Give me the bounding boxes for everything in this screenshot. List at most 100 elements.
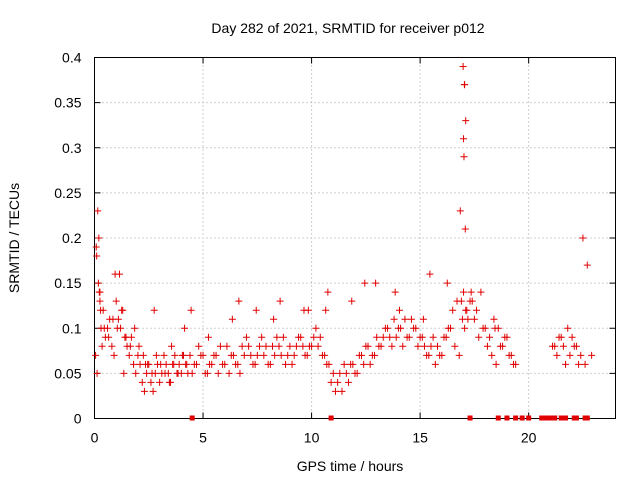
data-point-marker bbox=[249, 360, 257, 368]
data-point-marker bbox=[553, 351, 561, 359]
data-point-marker bbox=[392, 333, 400, 341]
y-tick-label: 0.1 bbox=[62, 320, 82, 336]
x-tick-label: 15 bbox=[412, 430, 428, 446]
data-point-marker bbox=[171, 351, 179, 359]
zero-point-marker bbox=[467, 415, 473, 421]
x-tick-label: 10 bbox=[304, 430, 320, 446]
data-point-marker bbox=[466, 297, 474, 305]
data-point-marker bbox=[486, 333, 494, 341]
data-point-marker bbox=[492, 360, 500, 368]
data-point-marker bbox=[277, 351, 285, 359]
data-point-marker bbox=[147, 378, 155, 386]
data-point-marker bbox=[187, 306, 195, 314]
data-point-marker bbox=[323, 360, 331, 368]
data-point-marker bbox=[93, 369, 101, 377]
data-point-marker bbox=[109, 315, 117, 323]
data-point-marker bbox=[509, 360, 517, 368]
data-point-marker bbox=[252, 306, 260, 314]
data-point-marker bbox=[279, 333, 287, 341]
data-point-marker bbox=[275, 342, 283, 350]
data-point-marker bbox=[549, 342, 557, 350]
data-point-marker bbox=[327, 378, 335, 386]
data-point-marker bbox=[488, 351, 496, 359]
data-point-marker bbox=[245, 342, 253, 350]
data-point-marker bbox=[324, 288, 332, 296]
data-point-marker bbox=[204, 333, 212, 341]
data-point-marker bbox=[142, 360, 150, 368]
data-point-marker bbox=[453, 297, 461, 305]
data-point-marker bbox=[305, 342, 313, 350]
data-point-marker bbox=[178, 351, 186, 359]
x-tick-label: 20 bbox=[521, 430, 537, 446]
zero-point-marker bbox=[328, 415, 334, 421]
data-point-marker bbox=[470, 315, 478, 323]
y-tick-label: 0.4 bbox=[62, 50, 82, 66]
data-point-marker bbox=[419, 315, 427, 323]
zero-point-marker bbox=[563, 415, 569, 421]
x-tick-label: 0 bbox=[91, 430, 99, 446]
chart-title: Day 282 of 2021, SRMTID for receiver p01… bbox=[211, 20, 484, 36]
data-point-marker bbox=[219, 360, 227, 368]
data-point-marker bbox=[290, 351, 298, 359]
data-point-marker bbox=[138, 378, 146, 386]
data-point-marker bbox=[269, 342, 277, 350]
data-point-marker bbox=[284, 351, 292, 359]
zero-point-marker bbox=[539, 415, 545, 421]
data-point-marker bbox=[170, 360, 178, 368]
data-point-marker bbox=[271, 351, 279, 359]
data-point-marker bbox=[384, 324, 392, 332]
data-point-marker bbox=[288, 360, 296, 368]
data-point-marker bbox=[577, 351, 585, 359]
data-point-marker bbox=[152, 351, 160, 359]
axis-ticks: 0 0.05 0.1 0.15 0.2 0.25 0.3 0.35 0.4 0 5 10 15 20 bbox=[54, 50, 616, 446]
data-point-marker bbox=[575, 360, 583, 368]
data-point-marker bbox=[443, 279, 451, 287]
data-point-marker bbox=[344, 378, 352, 386]
data-point-marker bbox=[505, 351, 513, 359]
data-point-marker bbox=[397, 324, 405, 332]
data-point-marker bbox=[286, 342, 294, 350]
data-point-marker bbox=[401, 315, 409, 323]
data-point-marker bbox=[348, 297, 356, 305]
data-point-marker bbox=[562, 360, 570, 368]
y-tick-label: 0.2 bbox=[62, 230, 82, 246]
data-point-marker bbox=[232, 360, 240, 368]
data-point-marker bbox=[467, 288, 475, 296]
data-point-marker bbox=[161, 369, 169, 377]
data-point-marker bbox=[420, 342, 428, 350]
data-point-marker bbox=[360, 360, 368, 368]
data-point-marker bbox=[460, 288, 468, 296]
data-point-marker bbox=[375, 342, 383, 350]
data-point-marker bbox=[559, 342, 567, 350]
zero-point-marker bbox=[189, 415, 195, 421]
data-point-marker bbox=[331, 387, 339, 395]
data-point-marker bbox=[329, 369, 337, 377]
data-point-marker bbox=[479, 324, 487, 332]
data-point-marker bbox=[581, 360, 589, 368]
data-point-marker bbox=[253, 351, 261, 359]
data-point-marker bbox=[390, 315, 398, 323]
data-point-marker bbox=[455, 351, 463, 359]
data-point-marker bbox=[475, 333, 483, 341]
data-point-marker bbox=[379, 333, 387, 341]
data-point-marker bbox=[410, 324, 418, 332]
data-point-marker bbox=[423, 351, 431, 359]
data-point-marker bbox=[361, 279, 369, 287]
data-point-marker bbox=[349, 360, 357, 368]
data-point-marker bbox=[126, 342, 134, 350]
data-point-marker bbox=[227, 351, 235, 359]
data-point-marker bbox=[407, 315, 415, 323]
data-point-marker bbox=[388, 342, 396, 350]
data-point-marker bbox=[282, 360, 290, 368]
data-point-marker bbox=[301, 351, 309, 359]
data-point-marker bbox=[463, 306, 471, 314]
data-point-marker bbox=[316, 333, 324, 341]
data-point-marker bbox=[297, 333, 305, 341]
zero-point-marker bbox=[573, 415, 579, 421]
data-point-marker bbox=[118, 306, 126, 314]
data-point-marker bbox=[262, 342, 270, 350]
data-points bbox=[92, 63, 596, 421]
data-point-marker bbox=[258, 333, 266, 341]
data-point-marker bbox=[96, 297, 104, 305]
data-point-marker bbox=[165, 378, 173, 386]
